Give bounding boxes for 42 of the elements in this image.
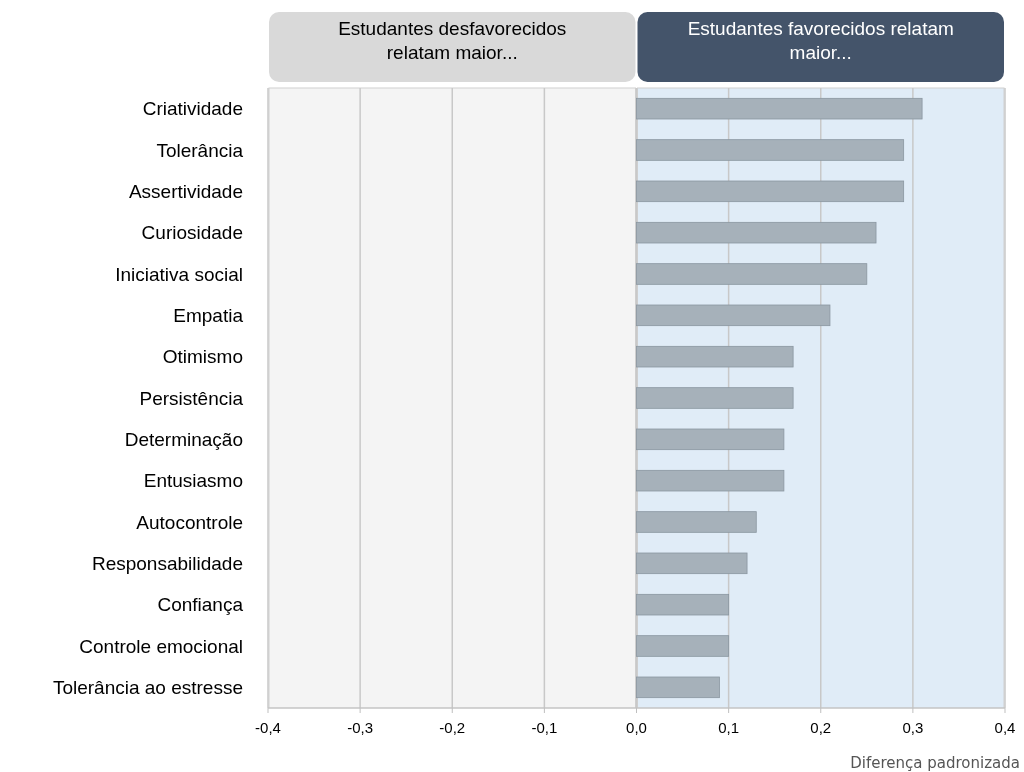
x-tick-label: 0,0 — [626, 719, 647, 736]
y-tick-label: Assertividade — [128, 180, 243, 202]
y-tick-label: Responsabilidade — [91, 552, 243, 574]
bar — [636, 428, 785, 451]
bar — [636, 593, 730, 616]
bar — [636, 676, 720, 699]
y-tick-label: Autocontrole — [136, 511, 243, 533]
bar — [636, 387, 794, 409]
y-tick-label: Iniciativa social — [115, 263, 243, 285]
bar — [636, 180, 905, 203]
x-tick-label: 0,4 — [994, 719, 1016, 736]
bar — [636, 345, 794, 368]
y-tick-label: Criatividade — [142, 98, 243, 120]
x-tick-label: -0,2 — [439, 719, 466, 736]
x-tick-label: -0,1 — [531, 719, 558, 736]
y-tick-label: Otimismo — [162, 346, 243, 368]
y-tick-label: Tolerância ao estresse — [52, 676, 243, 698]
bar — [636, 635, 730, 657]
y-tick-label: Controle emocional — [79, 635, 243, 657]
bar — [636, 97, 923, 120]
y-tick-label: Confiança — [157, 594, 244, 616]
band-label: Estudantes desfavorecidos relatam maior... — [338, 18, 567, 63]
y-tick-label: Persistência — [139, 387, 244, 409]
y-tick-label: Tolerância — [156, 139, 244, 161]
y-tick-label: Empatia — [173, 304, 244, 326]
x-tick-label: 0,3 — [902, 719, 924, 736]
x-tick-label: 0,2 — [810, 719, 832, 736]
bar — [636, 552, 748, 575]
bar — [636, 139, 905, 161]
bar — [636, 263, 868, 285]
y-tick-label: Curiosidade — [141, 222, 243, 244]
x-tick-label: -0,4 — [255, 719, 281, 736]
y-tick-label: Determinação — [124, 428, 243, 450]
x-axis-title: Diferença padronizada — [850, 754, 1020, 772]
bar — [636, 469, 785, 492]
band-label: Estudantes favorecidos relatam maior... — [687, 18, 954, 63]
bar — [636, 511, 757, 533]
bar — [636, 221, 877, 244]
x-tick-label: 0,1 — [718, 719, 740, 736]
bar — [636, 304, 831, 327]
y-tick-label: Entusiasmo — [143, 470, 243, 492]
x-tick-label: -0,3 — [347, 719, 374, 736]
